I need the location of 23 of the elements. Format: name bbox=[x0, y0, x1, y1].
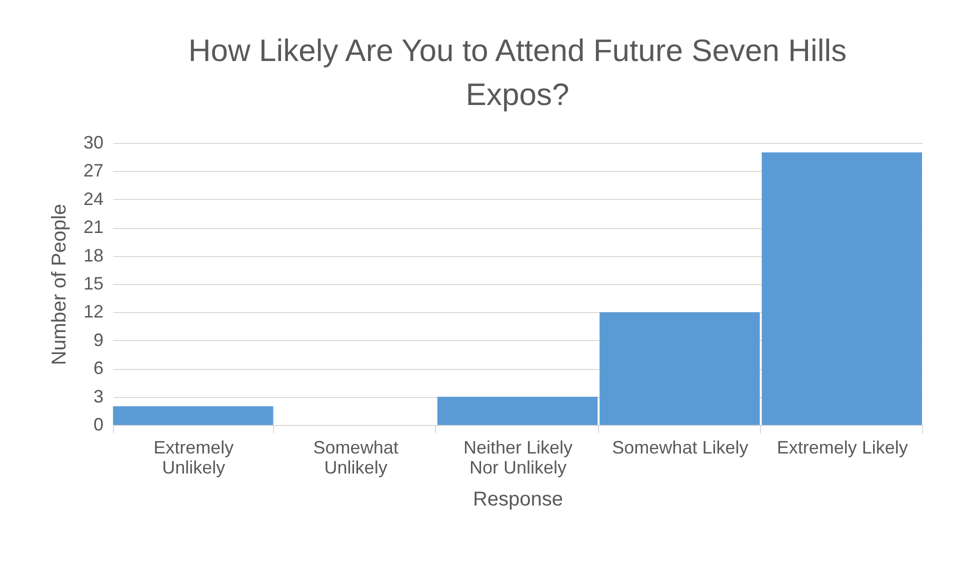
x-tick-label: Somewhat Likely bbox=[612, 438, 748, 458]
bar bbox=[113, 406, 274, 425]
y-tick-label: 0 bbox=[93, 414, 104, 434]
x-tick-label: Extremely Unlikely bbox=[154, 438, 234, 478]
y-tick-label: 24 bbox=[83, 188, 104, 209]
y-axis-title: Number of People bbox=[48, 204, 70, 366]
y-tick-label: 6 bbox=[93, 358, 104, 378]
y-tick-label: 18 bbox=[83, 245, 104, 266]
x-tick-label: Somewhat Unlikely bbox=[313, 438, 398, 478]
x-axis-title: Response bbox=[472, 488, 564, 510]
x-tick-label: Extremely Likely bbox=[776, 438, 908, 458]
y-tick-label: 21 bbox=[83, 217, 104, 238]
y-tick-label: 27 bbox=[83, 160, 104, 181]
y-tick-label: 9 bbox=[93, 330, 104, 350]
bar bbox=[762, 152, 922, 425]
y-tick-label: 30 bbox=[83, 132, 104, 152]
bar bbox=[437, 396, 598, 425]
y-tick-label: 12 bbox=[83, 302, 104, 322]
y-tick-label: 15 bbox=[83, 274, 104, 294]
y-tick-label: 3 bbox=[93, 386, 104, 406]
bar bbox=[600, 312, 760, 425]
x-tick-label: Neither Likely Nor Unlikely bbox=[463, 438, 573, 478]
chart-title: How Likely Are You to Attend Future Seven Hills Expos? bbox=[188, 33, 847, 112]
